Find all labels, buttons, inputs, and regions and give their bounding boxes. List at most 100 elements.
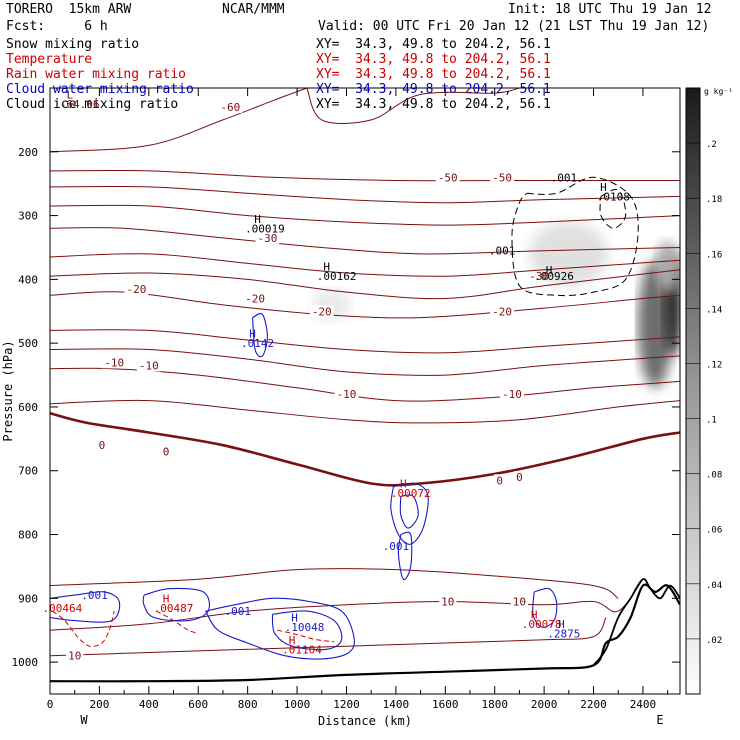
snow-shade-blob xyxy=(655,241,680,293)
cloud-ice-contour xyxy=(599,188,627,229)
extremum-label: .001 xyxy=(225,605,252,618)
isotherm-label: 0 xyxy=(496,474,503,487)
colorbar-ramp xyxy=(685,87,701,695)
extremum-label: L xyxy=(66,88,73,101)
cloud-water-contour xyxy=(397,531,413,581)
x-tick-label: 0 xyxy=(47,698,54,711)
isotherm-label-bg xyxy=(243,292,267,305)
extremum-label: H xyxy=(291,611,298,624)
x-tick-label: 200 xyxy=(89,698,109,711)
isotherm-line xyxy=(50,253,680,277)
extremum-label: .001 xyxy=(383,540,410,553)
isotherm-label-bg xyxy=(136,359,161,372)
extremum-label: .001 xyxy=(81,589,108,602)
x-tick-label: 600 xyxy=(188,698,208,711)
isotherm-line xyxy=(50,185,680,204)
model-name: TORERO 15km ARW xyxy=(6,2,132,17)
isotherm-line xyxy=(50,578,644,631)
cloud-water-contour xyxy=(271,610,343,651)
colorbar-tick-label: .2 xyxy=(706,140,717,150)
isotherm-label: 0 xyxy=(163,446,170,459)
field-xy-rain: XY= 34.3, 49.8 to 204.2, 56.1 xyxy=(316,67,551,82)
isotherm-label: -10 xyxy=(337,388,357,401)
colorbar-tick-label: .08 xyxy=(706,471,722,481)
axes-layer: 0 200 400 600 800 1000 1200 1400 1600 1800 2000 220… xyxy=(12,88,680,711)
y-tick-label: 800 xyxy=(18,529,38,542)
extremum-label: .00162 xyxy=(317,270,357,283)
extremum-label: -64.06 xyxy=(60,98,100,111)
colorbar-tick-label: .06 xyxy=(706,526,722,536)
cloud-water-contour xyxy=(532,587,558,628)
isotherm-label: 0 xyxy=(99,439,106,452)
colorbar-tick-label: .14 xyxy=(706,305,722,315)
y-tick-label: 700 xyxy=(18,465,38,478)
x-tick-label: 2000 xyxy=(531,698,558,711)
isotherm-line xyxy=(50,617,607,657)
isotherm-line xyxy=(50,329,680,354)
y-tick-label: 200 xyxy=(18,146,38,159)
isotherm-label: -10 xyxy=(502,388,522,401)
extremum-label: H xyxy=(546,264,553,277)
y-axis-label: Pressure (hPa) xyxy=(1,340,15,441)
extremum-label: .0142 xyxy=(241,337,274,350)
isotherm-label-bg xyxy=(160,445,172,458)
y-tick-label: 600 xyxy=(18,401,38,414)
x-tick-label: 1000 xyxy=(284,698,311,711)
isotherm-label-bg xyxy=(500,388,524,401)
terrain-outline xyxy=(50,583,680,683)
field-xy-temperature: XY= 34.3, 49.8 to 204.2, 56.1 xyxy=(316,52,551,67)
extremum-label: H xyxy=(531,608,538,621)
forecast-hour: Fcst: 6 h xyxy=(6,19,108,34)
isotherm-label-bg xyxy=(494,474,505,487)
x-tick-label: 400 xyxy=(139,698,159,711)
extremum-label: H xyxy=(254,213,261,226)
y-tick-label: 1000 xyxy=(12,656,39,669)
isotherm-line xyxy=(50,568,619,599)
isotherm-label-bg xyxy=(124,282,149,295)
isotherm-line xyxy=(50,399,680,424)
extremum-label: H xyxy=(323,261,330,274)
extremum-label: .001 xyxy=(489,245,516,258)
rain-water-contour xyxy=(155,610,199,634)
x-tick-label: 2200 xyxy=(580,698,607,711)
isotherm-label: -10 xyxy=(139,359,159,372)
field-name-cloud-ice: Cloud ice mixing ratio xyxy=(6,97,179,112)
colorbar-tick-label: .18 xyxy=(706,195,722,205)
isotherm-label-bg xyxy=(102,356,127,369)
extremum-label: H xyxy=(289,634,296,647)
isotherm-label: -50 xyxy=(438,171,458,184)
extremum-label: .10048 xyxy=(285,621,325,634)
x-tick-label: 800 xyxy=(238,698,258,711)
isotherm-line xyxy=(50,269,680,300)
isotherm-label: -60 xyxy=(220,101,240,114)
y-tick-label: 400 xyxy=(18,273,38,286)
extremum-label: .00464 xyxy=(42,602,82,615)
field-xy-cloud-ice: XY= 34.3, 49.8 to 204.2, 56.1 xyxy=(316,97,551,112)
extremum-label: .0108 xyxy=(597,190,630,203)
isotherm-label-bg xyxy=(435,171,460,184)
extremum-label: -30 xyxy=(529,270,549,283)
y-tick-label: 300 xyxy=(18,210,38,223)
isotherm-label: 10 xyxy=(513,596,526,609)
x-tick-label: 2400 xyxy=(630,698,657,711)
cloud-water-contour xyxy=(205,597,355,660)
extremum-label: H xyxy=(600,181,607,194)
extremum-label: .00487 xyxy=(154,602,194,615)
cloud-water-contour xyxy=(50,591,121,623)
isotherm-line xyxy=(50,348,680,376)
x-axis-label: Distance (km) xyxy=(318,714,412,728)
isotherm-label: -20 xyxy=(127,283,147,296)
isotherm-label-bg xyxy=(510,595,529,608)
isotherm-label: -30 xyxy=(257,232,277,245)
isotherm-line xyxy=(50,204,680,226)
y-tick-label: 900 xyxy=(18,592,38,605)
colorbar-tick-label: .1 xyxy=(706,416,717,426)
isotherm-label: 10 xyxy=(441,596,454,609)
valid-time: Valid: 00 UTC Fri 20 Jan 12 (21 LST Thu … xyxy=(318,19,710,34)
colorbar-unit: g kg⁻¹ xyxy=(704,87,733,96)
field-name-rain: Rain water mixing ratio xyxy=(6,67,187,82)
isotherm-label-bg xyxy=(96,439,108,452)
x-tick-label: 1800 xyxy=(481,698,508,711)
isotherm-label-bg xyxy=(490,171,515,184)
field-name-cloud-water: Cloud water mixing ratio xyxy=(6,82,194,97)
